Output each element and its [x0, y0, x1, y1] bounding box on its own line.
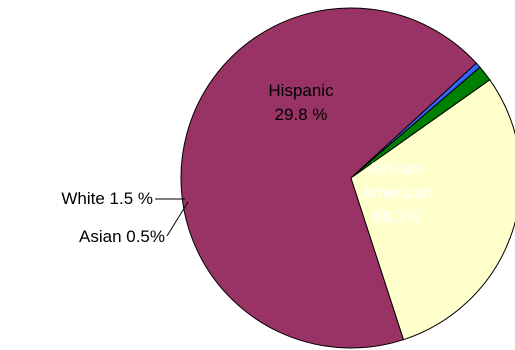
leader-lines [155, 198, 189, 237]
pie-slice-african-american [180, 7, 478, 349]
slice-label-hispanic: Hispanic 29.8 % [268, 81, 334, 124]
slice-label-asian: Asian 0.5% [79, 227, 165, 246]
pie-slices [180, 7, 515, 349]
slice-label-white: White 1.5 % [61, 189, 153, 208]
slice-labels: African-American 68.2% Asian 0.5% White 1.5… [61, 81, 433, 246]
leader-line-asian [166, 201, 189, 237]
slice-label-african-american: African-American 68.2% [361, 159, 433, 226]
pie-slice-hispanic [350, 79, 515, 341]
